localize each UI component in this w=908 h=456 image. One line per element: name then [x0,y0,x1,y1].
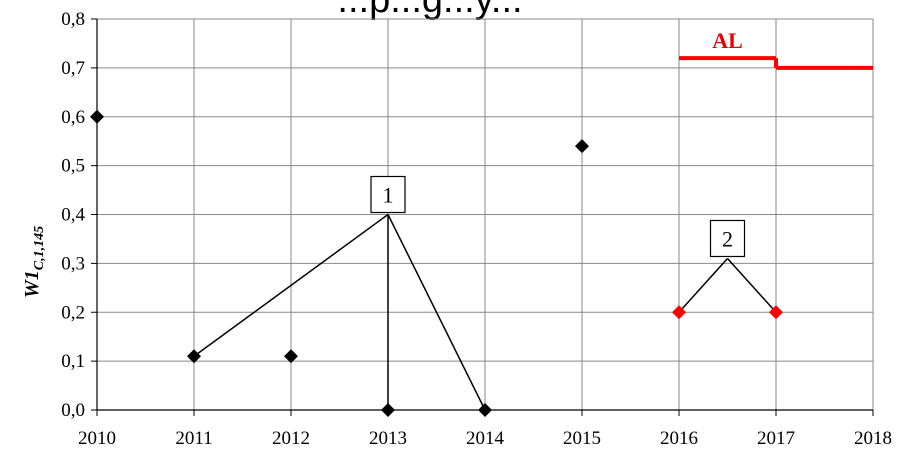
x-tick-label: 2011 [175,428,212,449]
x-tick-label: 2017 [757,428,795,449]
tick-labels: 2010 2011 2012 2013 2014 2015 2016 2017 2018 0,0 0… [61,9,892,449]
data-point [575,139,589,154]
data-point [90,109,104,124]
data-point [381,403,395,417]
x-tick-label: 2016 [660,428,698,449]
callout-box [370,175,406,214]
callout-label: 1 [383,183,394,208]
chart-title: ...p...g...y... [337,0,522,21]
data-point [769,305,783,320]
y-axis-label: W1C,1,145 [21,226,47,298]
y-tick-label: 0,8 [61,9,85,30]
y-axis-label-subscript: C,1,145 [32,226,47,270]
y-tick-label: 0,4 [61,205,85,226]
y-tick-label: 0,3 [61,253,85,274]
x-tick-label: 2010 [78,428,116,449]
y-axis-label-main: W1 [21,270,43,298]
data-point [478,403,492,417]
callout-leader-line [193,213,389,357]
y-tick-label: 0,7 [61,58,85,79]
y-tick-label: 0,0 [61,400,85,421]
y-tick-label: 0,5 [61,156,85,177]
x-tick-label: 2018 [854,428,892,449]
callout-leader-line [387,214,486,411]
x-tick-label: 2015 [563,428,601,449]
callout-box [709,219,746,258]
y-tick-label: 0,2 [61,302,85,323]
callout-leader-line [726,257,777,313]
data-point [284,349,298,364]
limit-line-label: AL [712,28,743,53]
y-tick-label: 0,6 [61,107,85,128]
x-tick-label: 2012 [272,428,310,449]
x-tick-label: 2014 [466,428,505,449]
limit-line: AL [679,28,873,70]
data-points [90,109,783,417]
data-point [672,305,686,320]
callout-leader-line [678,257,729,313]
y-tick-label: 0,1 [61,351,85,372]
data-point [187,349,201,364]
callout-label: 2 [722,226,733,251]
axes [91,18,874,416]
callouts: 12 [193,175,777,411]
x-tick-label: 2013 [369,428,407,449]
grid [97,18,874,410]
